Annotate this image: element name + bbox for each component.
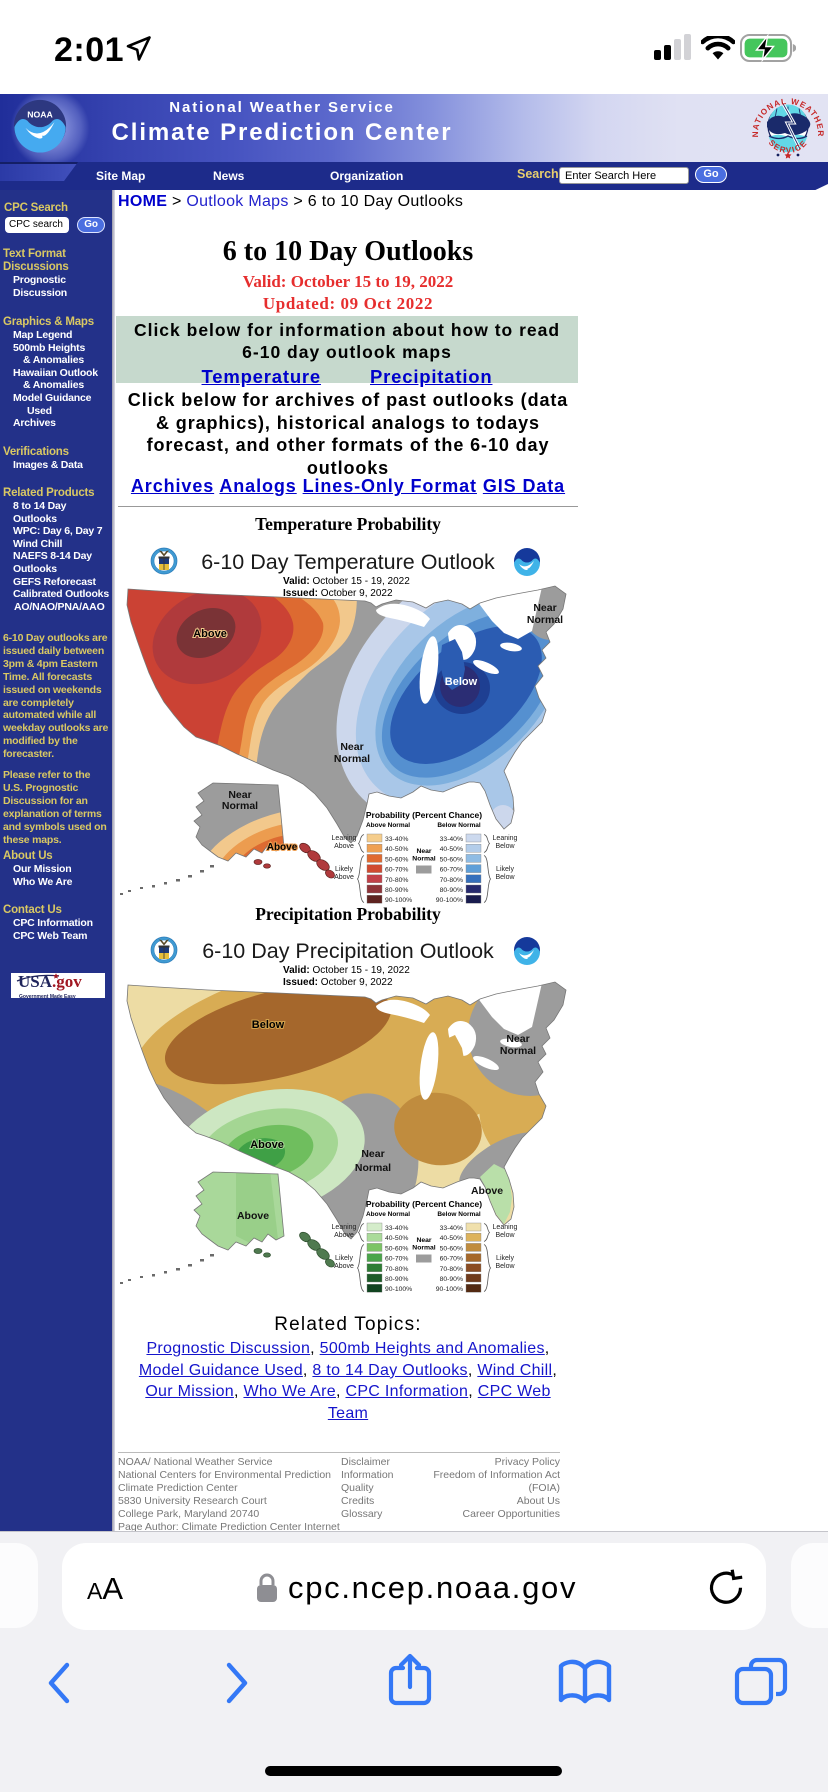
- svg-text:90-100%: 90-100%: [385, 1286, 412, 1293]
- svg-text:Below Normal: Below Normal: [437, 1211, 481, 1218]
- svg-text:Leaning: Leaning: [332, 1224, 357, 1231]
- svg-text:70-80%: 70-80%: [385, 877, 408, 884]
- svg-text:Likely: Likely: [335, 1255, 353, 1262]
- svg-text:80-90%: 80-90%: [385, 887, 408, 894]
- svg-text:Leaning: Leaning: [493, 835, 518, 842]
- svg-text:33-40%: 33-40%: [385, 836, 408, 843]
- svg-text:40-50%: 40-50%: [385, 1235, 408, 1242]
- svg-text:Above: Above: [334, 1263, 354, 1270]
- svg-text:50-60%: 50-60%: [440, 856, 463, 863]
- svg-text:33-40%: 33-40%: [385, 1225, 408, 1232]
- svg-text:Issued: October 9, 2022: Issued: October 9, 2022: [283, 588, 393, 599]
- svg-text:6-10 Day Temperature Outlook: 6-10 Day Temperature Outlook: [201, 550, 495, 574]
- svg-text:70-80%: 70-80%: [385, 1266, 408, 1273]
- svg-text:Normal: Normal: [412, 856, 436, 863]
- svg-text:60-70%: 60-70%: [385, 867, 408, 874]
- svg-text:60-70%: 60-70%: [440, 1256, 463, 1263]
- svg-text:Near: Near: [416, 848, 431, 855]
- svg-text:Normal: Normal: [412, 1245, 436, 1252]
- svg-text:Above: Above: [193, 628, 227, 640]
- svg-text:Above: Above: [334, 1232, 354, 1239]
- svg-text:Leaning: Leaning: [332, 835, 357, 842]
- svg-text:Near: Near: [340, 741, 363, 753]
- svg-text:90-100%: 90-100%: [436, 897, 463, 904]
- svg-text:40-50%: 40-50%: [440, 1235, 463, 1242]
- svg-text:Below: Below: [445, 676, 478, 688]
- svg-text:Near: Near: [506, 1033, 529, 1045]
- svg-text:40-50%: 40-50%: [385, 846, 408, 853]
- svg-text:Leaning: Leaning: [493, 1224, 518, 1231]
- svg-text:50-60%: 50-60%: [385, 856, 408, 863]
- svg-text:Above: Above: [237, 1210, 269, 1222]
- svg-text:Likely: Likely: [496, 1255, 514, 1262]
- svg-text:Below: Below: [495, 874, 515, 881]
- svg-text:Below: Below: [252, 1019, 285, 1031]
- svg-text:Near: Near: [228, 789, 251, 801]
- svg-text:Normal: Normal: [222, 800, 258, 812]
- svg-text:Above Normal: Above Normal: [366, 822, 410, 829]
- svg-text:70-80%: 70-80%: [440, 877, 463, 884]
- svg-text:Below: Below: [495, 1232, 515, 1239]
- svg-text:Near: Near: [533, 602, 556, 614]
- svg-text:60-70%: 60-70%: [440, 867, 463, 874]
- svg-text:Above: Above: [471, 1185, 503, 1197]
- svg-text:70-80%: 70-80%: [440, 1266, 463, 1273]
- svg-text:Near: Near: [361, 1148, 384, 1160]
- svg-text:50-60%: 50-60%: [385, 1245, 408, 1252]
- svg-text:Above: Above: [267, 842, 298, 853]
- svg-text:90-100%: 90-100%: [436, 1286, 463, 1293]
- svg-text:40-50%: 40-50%: [440, 846, 463, 853]
- svg-text:NOAA: NOAA: [27, 109, 53, 119]
- svg-text:Below: Below: [495, 843, 515, 850]
- svg-text:6-10 Day Precipitation Outlook: 6-10 Day Precipitation Outlook: [202, 939, 494, 963]
- svg-text:Normal: Normal: [527, 614, 563, 626]
- svg-text:Probability (Percent Chance): Probability (Percent Chance): [366, 1199, 482, 1209]
- svg-text:Issued: October 9, 2022: Issued: October 9, 2022: [283, 977, 393, 988]
- svg-text:80-90%: 80-90%: [440, 1276, 463, 1283]
- svg-text:Probability (Percent Chance): Probability (Percent Chance): [366, 810, 482, 820]
- svg-text:Above: Above: [250, 1139, 284, 1151]
- svg-text:Valid: October 15 - 19, 2022: Valid: October 15 - 19, 2022: [283, 965, 410, 976]
- svg-text:80-90%: 80-90%: [440, 887, 463, 894]
- svg-text:80-90%: 80-90%: [385, 1276, 408, 1283]
- svg-text:33-40%: 33-40%: [440, 836, 463, 843]
- svg-text:60-70%: 60-70%: [385, 1256, 408, 1263]
- svg-text:90-100%: 90-100%: [385, 897, 412, 904]
- svg-text:Below: Below: [495, 1263, 515, 1270]
- svg-text:Below Normal: Below Normal: [437, 822, 481, 829]
- svg-text:Likely: Likely: [496, 866, 514, 873]
- svg-text:Near: Near: [416, 1237, 431, 1244]
- svg-text:Valid: October 15 - 19, 2022: Valid: October 15 - 19, 2022: [283, 576, 410, 587]
- svg-text:Above: Above: [334, 874, 354, 881]
- svg-text:33-40%: 33-40%: [440, 1225, 463, 1232]
- svg-text:Above Normal: Above Normal: [366, 1211, 410, 1218]
- svg-text:Normal: Normal: [500, 1045, 536, 1057]
- svg-text:Above: Above: [334, 843, 354, 850]
- svg-text:50-60%: 50-60%: [440, 1245, 463, 1252]
- svg-text:Normal: Normal: [334, 753, 370, 765]
- svg-text:Normal: Normal: [355, 1162, 391, 1174]
- svg-text:Likely: Likely: [335, 866, 353, 873]
